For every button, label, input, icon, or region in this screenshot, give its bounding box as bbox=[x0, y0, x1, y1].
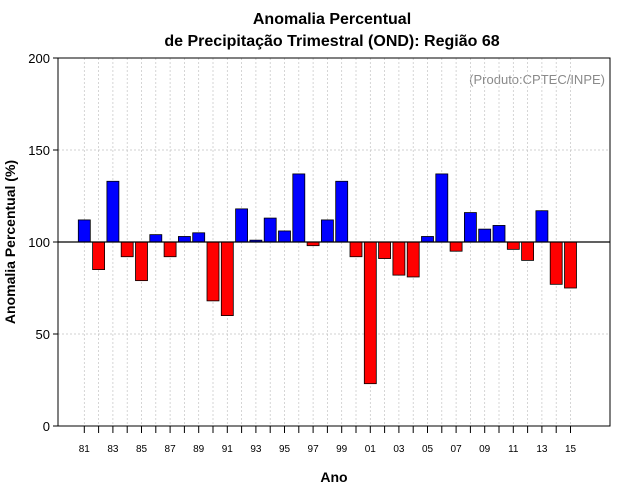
credit-text: (Produto:CPTEC/INPE) bbox=[469, 72, 605, 87]
y-tick-label: 150 bbox=[28, 143, 50, 158]
x-tick-label: 99 bbox=[336, 444, 348, 455]
bar-95 bbox=[278, 230, 291, 243]
bar-96 bbox=[292, 173, 306, 243]
x-tick-label: 05 bbox=[422, 444, 434, 455]
bar-06 bbox=[435, 173, 449, 243]
x-tick-label: 03 bbox=[393, 444, 405, 455]
bar-15 bbox=[564, 241, 577, 289]
bar-89 bbox=[192, 232, 206, 243]
axes bbox=[57, 57, 611, 427]
x-tick-label: 83 bbox=[107, 444, 119, 455]
bar-12 bbox=[521, 241, 534, 261]
bar-88 bbox=[177, 236, 191, 243]
x-tick-label: 15 bbox=[565, 444, 577, 455]
bar-92 bbox=[235, 208, 249, 243]
chart-title-line2: de Precipitação Trimestral (OND): Região… bbox=[164, 33, 499, 50]
bar-05 bbox=[421, 236, 434, 243]
bar-86 bbox=[149, 234, 163, 243]
bar-01 bbox=[363, 241, 377, 385]
y-tick-label: 0 bbox=[43, 419, 50, 434]
x-tick-label: 91 bbox=[222, 444, 234, 455]
bar-98 bbox=[320, 219, 334, 243]
bar-02 bbox=[378, 241, 392, 259]
x-tick-label: 01 bbox=[365, 444, 377, 455]
bar-82 bbox=[92, 241, 105, 271]
x-tick-label: 97 bbox=[308, 444, 320, 455]
x-tick-label: 81 bbox=[79, 444, 91, 455]
x-tick-label: 95 bbox=[279, 444, 291, 455]
bar-90 bbox=[206, 241, 220, 302]
x-tick-label: 09 bbox=[479, 444, 491, 455]
bar-00 bbox=[349, 241, 363, 258]
bar-94 bbox=[263, 217, 277, 243]
y-axis-label: Anomalia Percentual (%) bbox=[2, 160, 18, 324]
bar-13 bbox=[535, 210, 549, 243]
x-tick-label: 89 bbox=[193, 444, 205, 455]
bar-03 bbox=[392, 241, 406, 276]
y-tick-label: 200 bbox=[28, 51, 50, 66]
bar-85 bbox=[135, 241, 148, 282]
x-tick-label: 93 bbox=[250, 444, 262, 455]
bar-84 bbox=[120, 241, 134, 258]
x-tick-label: 07 bbox=[451, 444, 463, 455]
y-tick-label: 100 bbox=[28, 235, 50, 250]
x-axis-label: Ano bbox=[320, 469, 347, 485]
bar-08 bbox=[463, 212, 477, 243]
x-tick-label: 13 bbox=[536, 444, 548, 455]
bar-09 bbox=[478, 228, 492, 243]
x-tick-label: 87 bbox=[165, 444, 177, 455]
bar-14 bbox=[549, 241, 563, 285]
bar-11 bbox=[506, 241, 520, 250]
bar-04 bbox=[406, 241, 420, 278]
bar-91 bbox=[220, 241, 234, 316]
bar-10 bbox=[492, 225, 506, 243]
x-tick-label: 11 bbox=[508, 444, 519, 455]
bars bbox=[77, 173, 577, 385]
y-tick-label: 50 bbox=[36, 327, 50, 342]
ticks: 0 50 100 150 200 81 83 85 87 89 91 93 95 97 99 01 03 05 07… bbox=[28, 51, 576, 455]
bar-81 bbox=[77, 219, 91, 243]
bar-83 bbox=[106, 180, 120, 243]
bar-87 bbox=[163, 241, 177, 258]
chart-title-line1: Anomalia Percentual bbox=[253, 11, 411, 28]
bar-99 bbox=[335, 180, 349, 243]
x-tick-label: 85 bbox=[136, 444, 148, 455]
bar-07 bbox=[449, 241, 463, 252]
